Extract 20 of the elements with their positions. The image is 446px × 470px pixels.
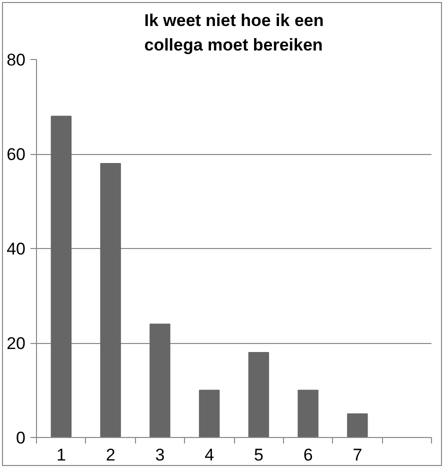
x-tick-label: 5 bbox=[254, 446, 264, 464]
y-tick-label: 80 bbox=[6, 50, 26, 70]
bar bbox=[347, 413, 368, 438]
y-tick-label: 60 bbox=[6, 145, 26, 164]
y-tick-label: 0 bbox=[16, 428, 26, 448]
bar bbox=[248, 352, 270, 438]
chart-title: Ik weet niet hoe ik een collega moet bereiken bbox=[144, 10, 324, 54]
x-tick-label: 3 bbox=[155, 446, 165, 464]
x-tick-label: 2 bbox=[106, 446, 116, 464]
bar bbox=[100, 162, 121, 438]
bar bbox=[150, 324, 170, 438]
x-tick-label: 4 bbox=[204, 446, 214, 464]
x-tick-label: 6 bbox=[303, 446, 313, 464]
y-tick-label: 20 bbox=[6, 334, 26, 353]
bar bbox=[198, 390, 220, 438]
bar bbox=[298, 390, 318, 438]
bar bbox=[50, 116, 72, 438]
y-tick-label: 40 bbox=[6, 240, 26, 258]
x-tick-label: 1 bbox=[56, 446, 66, 464]
x-tick-label: 7 bbox=[352, 446, 362, 464]
